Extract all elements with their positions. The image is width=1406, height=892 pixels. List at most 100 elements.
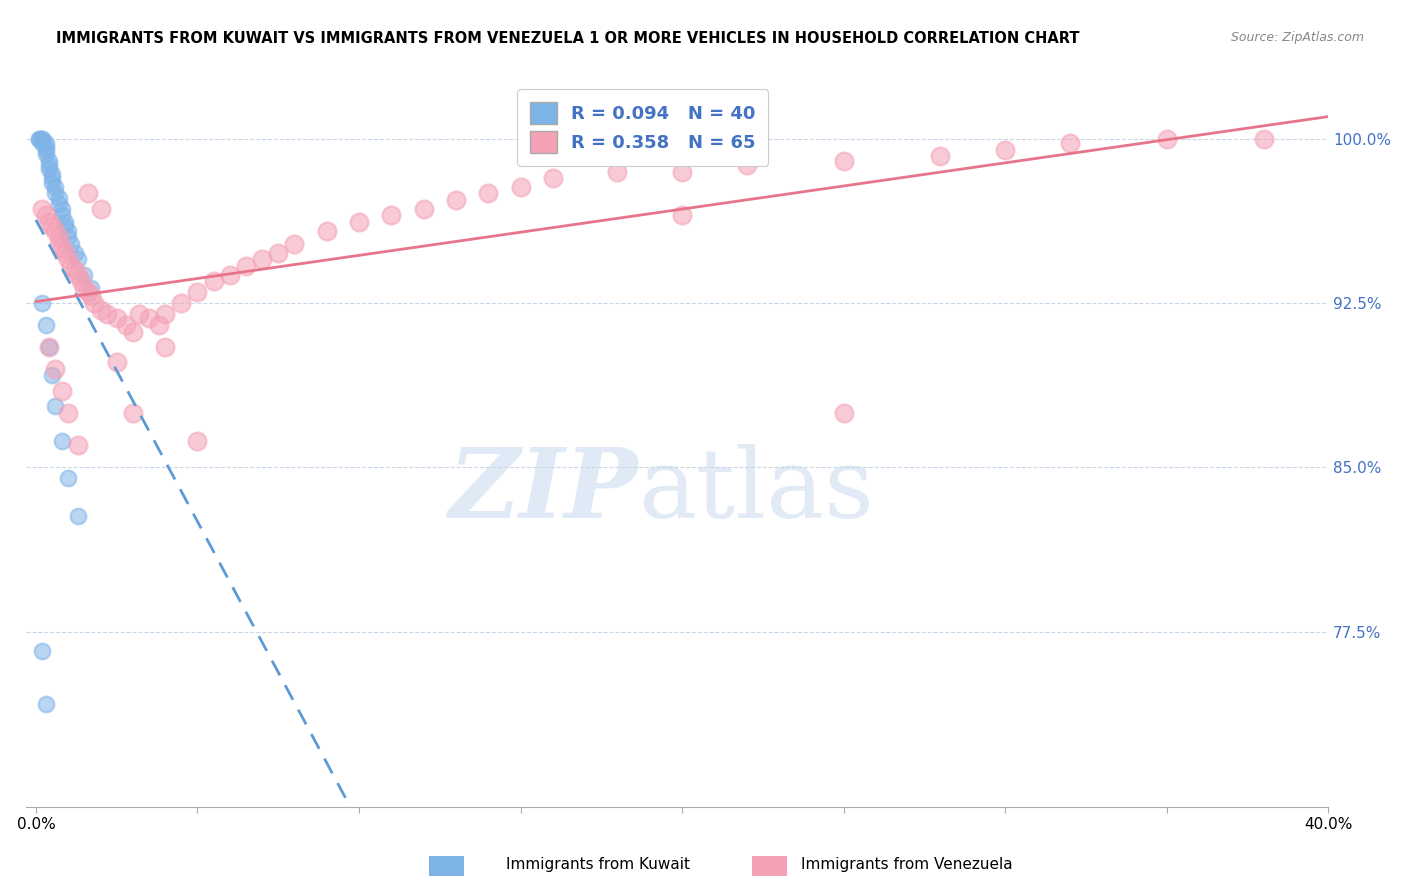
Point [671, 164, 693, 178]
Point [28, 132, 51, 146]
Point [444, 193, 467, 207]
Point [105, 311, 128, 326]
Point [186, 434, 208, 448]
Point [153, 340, 176, 354]
Point [128, 307, 150, 321]
Point [41, 219, 63, 234]
Point [44, 224, 66, 238]
Point [267, 245, 290, 260]
Point [83, 296, 105, 310]
Point [218, 268, 240, 282]
Point [80, 289, 103, 303]
Point [96, 307, 118, 321]
Point [929, 149, 952, 163]
Point [38, 162, 60, 177]
Point [66, 438, 89, 452]
Point [63, 263, 86, 277]
Point [58, 406, 80, 420]
Point [606, 164, 628, 178]
Point [380, 208, 402, 222]
Point [477, 186, 499, 201]
Point [202, 274, 225, 288]
Point [58, 252, 80, 267]
Point [31, 132, 53, 146]
Point [60, 236, 83, 251]
Point [541, 171, 564, 186]
Point [66, 268, 89, 282]
Point [48, 230, 70, 244]
Point [832, 406, 855, 420]
Point [90, 302, 112, 317]
Point [115, 318, 138, 332]
Point [53, 219, 76, 234]
Point [41, 171, 63, 186]
Point [66, 508, 89, 523]
Point [58, 471, 80, 485]
Point [34, 143, 56, 157]
Point [283, 236, 305, 251]
Text: Immigrants from Kuwait: Immigrants from Kuwait [506, 857, 690, 872]
Point [34, 697, 56, 711]
Point [412, 202, 434, 216]
Point [44, 180, 66, 194]
Point [51, 202, 73, 216]
Point [170, 296, 193, 310]
Point [41, 368, 63, 383]
Point [51, 434, 73, 448]
Point [44, 361, 66, 376]
Point [73, 281, 96, 295]
Point [105, 355, 128, 369]
Point [122, 325, 145, 339]
Point [31, 644, 53, 658]
Point [38, 340, 60, 354]
Point [63, 245, 86, 260]
Point [51, 208, 73, 222]
Point [34, 140, 56, 154]
Point [1253, 132, 1275, 146]
Point [48, 236, 70, 251]
Point [38, 153, 60, 168]
Text: atlas: atlas [638, 444, 875, 539]
Point [60, 259, 83, 273]
Point [34, 318, 56, 332]
Text: Immigrants from Venezuela: Immigrants from Venezuela [801, 857, 1014, 872]
Point [41, 167, 63, 181]
Point [51, 384, 73, 398]
Point [38, 215, 60, 229]
Point [51, 241, 73, 255]
Point [1156, 132, 1178, 146]
Point [41, 176, 63, 190]
Text: ZIP: ZIP [449, 444, 638, 539]
Point [148, 318, 170, 332]
Point [31, 202, 53, 216]
Point [34, 136, 56, 150]
Point [31, 296, 53, 310]
Point [53, 215, 76, 229]
Point [48, 191, 70, 205]
Point [31, 132, 53, 146]
Point [34, 147, 56, 161]
Point [509, 180, 531, 194]
Point [53, 245, 76, 260]
Point [31, 136, 53, 150]
Point [994, 143, 1017, 157]
Point [235, 259, 257, 273]
Point [347, 215, 370, 229]
Point [48, 197, 70, 211]
Point [58, 224, 80, 238]
Point [315, 224, 337, 238]
Point [735, 158, 758, 172]
Legend: R = 0.094   N = 40, R = 0.358   N = 65: R = 0.094 N = 40, R = 0.358 N = 65 [517, 89, 768, 166]
Point [76, 186, 98, 201]
Point [1059, 136, 1081, 150]
Point [76, 285, 98, 299]
Point [153, 307, 176, 321]
Point [80, 281, 103, 295]
Point [28, 132, 51, 146]
Point [186, 285, 208, 299]
Point [34, 208, 56, 222]
Point [70, 274, 93, 288]
Point [44, 399, 66, 413]
Point [250, 252, 273, 267]
Text: Source: ZipAtlas.com: Source: ZipAtlas.com [1230, 31, 1364, 45]
